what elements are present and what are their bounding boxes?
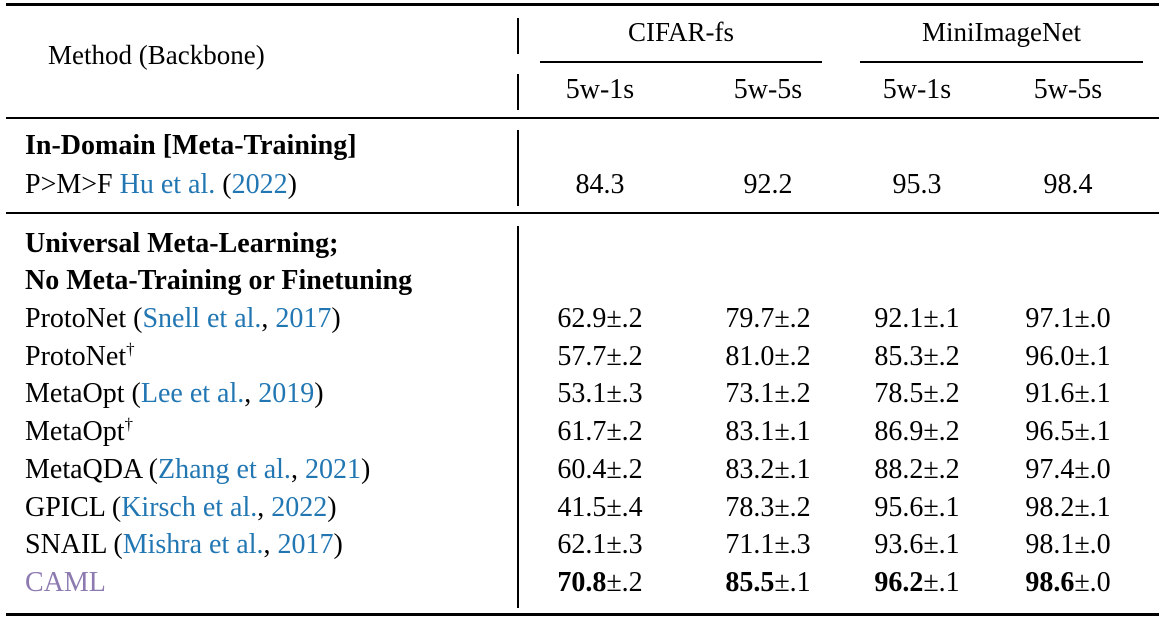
citation-link[interactable]: Mishra et al.: [122, 529, 264, 560]
citation-year-link[interactable]: 2017: [275, 303, 332, 334]
cell: 95.3: [892, 169, 942, 200]
citation-year-link[interactable]: 2017: [277, 529, 334, 560]
cell: 78.5±.2: [874, 378, 960, 409]
cell: 88.2±.2: [874, 454, 960, 485]
method-name: MetaOpt: [25, 416, 125, 447]
method-name: MetaOpt: [25, 378, 125, 409]
cell: 95.6±.1: [874, 492, 960, 523]
cell: 71.1±.3: [725, 529, 811, 560]
method-name: ProtoNet: [25, 341, 127, 372]
cell: 86.9±.2: [874, 416, 960, 447]
citation-year-link[interactable]: 2019: [258, 378, 315, 409]
citation-link[interactable]: Snell et al.: [142, 303, 262, 334]
table-row: P>M>F Hu et al. (2022) 84.3 92.2 95.3 98…: [0, 166, 1165, 204]
cell: 96.5±.1: [1025, 416, 1111, 447]
header-rule: [6, 117, 1159, 119]
method-name: GPICL: [25, 492, 105, 523]
subcol-header: 5w-1s: [565, 74, 635, 105]
cell: 96.0±.1: [1025, 341, 1111, 372]
header-vbar-2: [517, 74, 519, 110]
cell: 41.5±.4: [557, 492, 643, 523]
citation-link[interactable]: Kirsch et al.: [121, 492, 258, 523]
section-title: No Meta-Training or Finetuning: [25, 265, 413, 296]
cell: 92.1±.1: [874, 303, 960, 334]
cell: 62.1±.3: [557, 529, 643, 560]
cell: 85.5±.1: [725, 567, 811, 598]
method-name: SNAIL: [25, 529, 107, 560]
subcol-header: 5w-5s: [1033, 74, 1103, 105]
citation-year-link[interactable]: 2022: [231, 169, 288, 200]
subheader-row: 5w-1s 5w-5s 5w-1s 5w-5s: [0, 71, 1165, 109]
cell: 91.6±.1: [1025, 378, 1111, 409]
subcol-header: 5w-5s: [733, 74, 803, 105]
cell: 62.9±.2: [557, 303, 643, 334]
cell: 98.4: [1043, 169, 1093, 200]
section-rule: [6, 212, 1159, 214]
citation-year-link[interactable]: 2022: [271, 492, 328, 523]
section-vbar: [517, 130, 519, 206]
cell: 60.4±.2: [557, 454, 643, 485]
section-vbar-2: [517, 226, 519, 608]
cell: 85.3±.2: [874, 341, 960, 372]
table-row: MetaQDA (Zhang et al., 2021) 60.4±.2 83.2±…: [0, 451, 1165, 489]
group-header-miniimagenet: MiniImageNet: [922, 17, 1081, 47]
cmidrule-miniimagenet: [860, 61, 1143, 63]
method-name: ProtoNet: [25, 303, 127, 334]
citation-link[interactable]: Hu et al.: [119, 169, 216, 200]
header-vbar: [517, 18, 519, 54]
cell: 73.1±.2: [725, 378, 811, 409]
cell: 97.4±.0: [1025, 454, 1111, 485]
cell: 84.3: [575, 169, 625, 200]
section-title: In-Domain [Meta-Training]: [25, 130, 357, 161]
table-row: MetaOpt† 61.7±.2 83.1±.1 86.9±.2 96.5±.1: [0, 413, 1165, 451]
cell: 98.1±.0: [1025, 529, 1111, 560]
method-name: P>M>F: [25, 169, 113, 200]
table-row: GPICL (Kirsch et al., 2022) 41.5±.4 78.3±.…: [0, 489, 1165, 527]
cell: 97.1±.0: [1025, 303, 1111, 334]
top-rule: [6, 3, 1159, 6]
citation-link[interactable]: Zhang et al.: [157, 454, 291, 485]
table-row: SNAIL (Mishra et al., 2017) 62.1±.3 71.1±.…: [0, 526, 1165, 564]
subcol-header: 5w-1s: [882, 74, 952, 105]
cell: 70.8±.2: [557, 567, 643, 598]
cell: 93.6±.1: [874, 529, 960, 560]
dagger-mark: †: [124, 414, 134, 434]
method-name: CAML: [25, 567, 106, 598]
cell: 83.2±.1: [725, 454, 811, 485]
cell: 79.7±.2: [725, 303, 811, 334]
cell: 96.2±.1: [874, 567, 960, 598]
table-row: ProtoNet† 57.7±.2 81.0±.2 85.3±.2 96.0±.1: [0, 338, 1165, 376]
cell: 57.7±.2: [557, 341, 643, 372]
cell: 53.1±.3: [557, 378, 643, 409]
cell: 81.0±.2: [725, 341, 811, 372]
citation-link[interactable]: Lee et al.: [140, 378, 245, 409]
cell: 83.1±.1: [725, 416, 811, 447]
table-row: MetaOpt (Lee et al., 2019) 53.1±.3 73.1±.2…: [0, 375, 1165, 413]
table-row: ProtoNet (Snell et al., 2017) 62.9±.2 79.7…: [0, 300, 1165, 338]
cell: 61.7±.2: [557, 416, 643, 447]
cell: 78.3±.2: [725, 492, 811, 523]
section-title: Universal Meta-Learning;: [25, 228, 339, 259]
dagger-mark: †: [126, 339, 135, 359]
table-row-caml: CAML 70.8±.2 85.5±.1 96.2±.1 98.6±.0: [0, 564, 1165, 602]
bottom-rule: [6, 613, 1159, 616]
group-header-cifar: CIFAR-fs: [627, 17, 734, 47]
citation-year-link[interactable]: 2021: [304, 454, 361, 485]
cell: 98.2±.1: [1025, 492, 1111, 523]
cmidrule-cifar: [540, 61, 822, 63]
cell: 98.6±.0: [1025, 567, 1111, 598]
method-name: MetaQDA: [25, 454, 142, 485]
cell: 92.2: [743, 169, 793, 200]
method-header: Method (Backbone): [48, 40, 265, 70]
